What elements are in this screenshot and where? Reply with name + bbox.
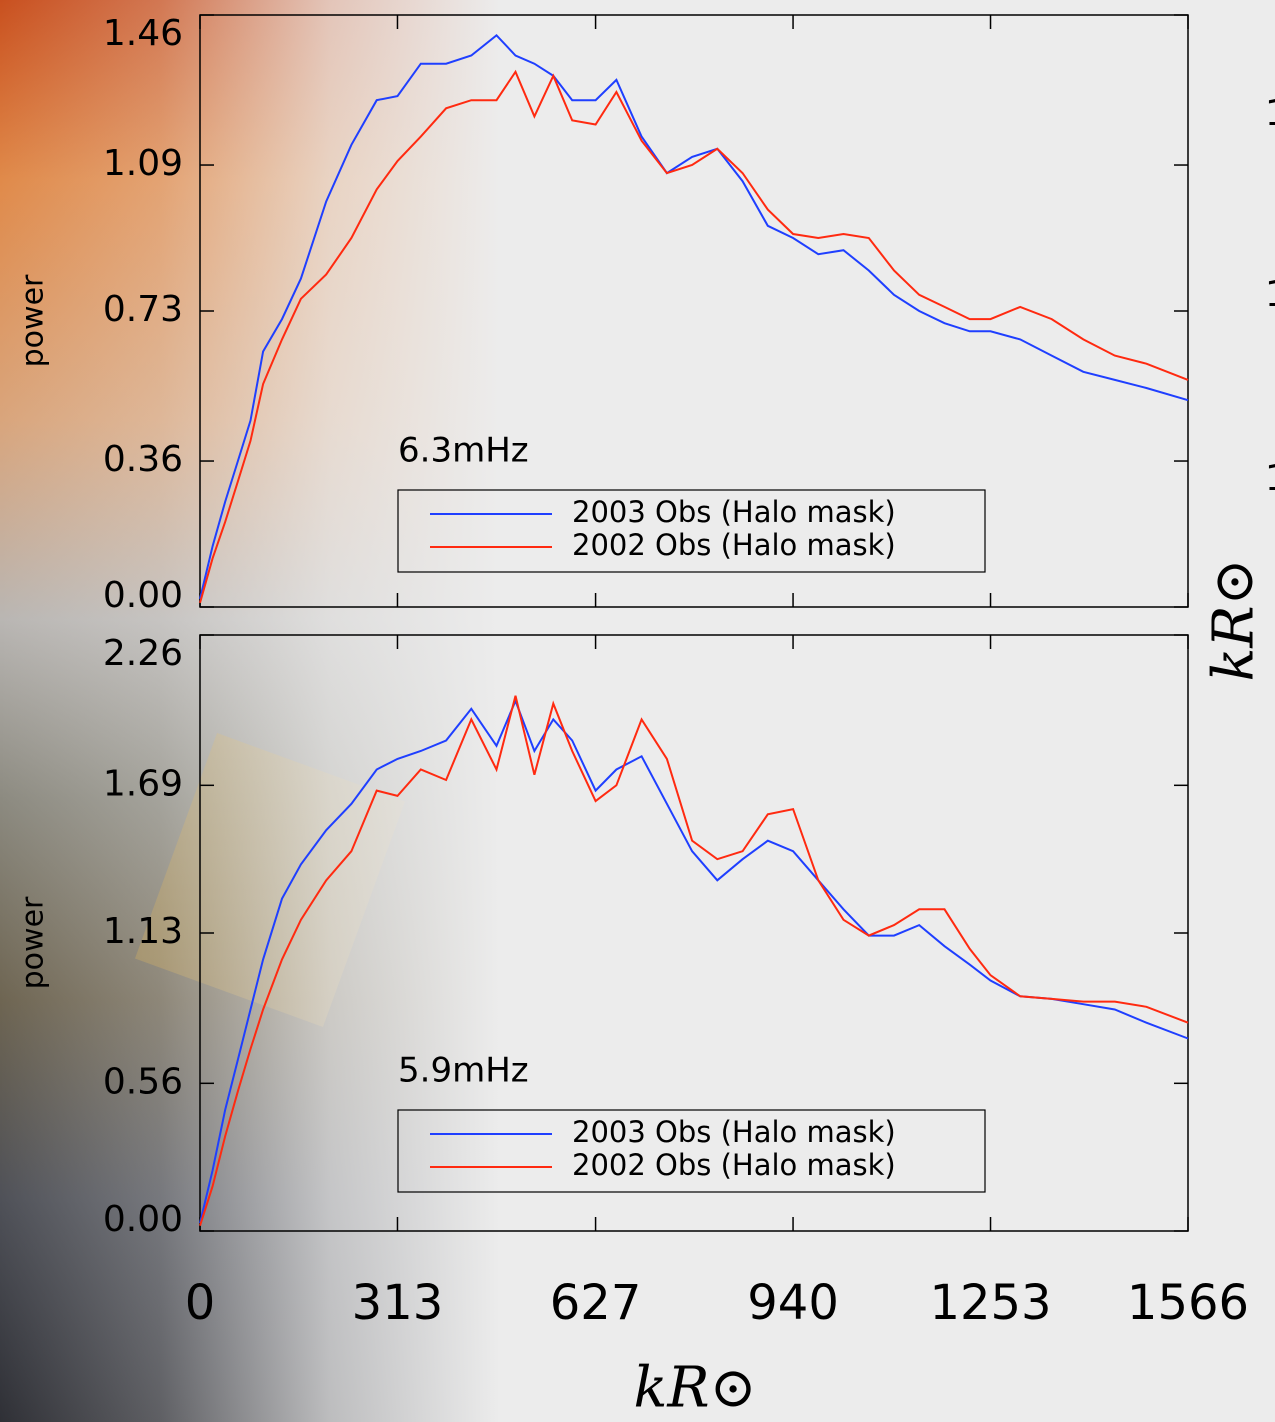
y-tick-label: 0.56 (103, 1061, 183, 1102)
x-tick-label: 1566 (1127, 1275, 1249, 1331)
x-tick-label: 0 (185, 1275, 216, 1331)
data-line (199, 695, 1189, 1227)
partial-tick-label: 1 (1265, 274, 1275, 315)
partial-tick-label: 1 (1265, 93, 1275, 134)
x-tick-label: 1253 (929, 1275, 1051, 1331)
y-tick-label: 1.46 (103, 13, 183, 54)
legend-label: 2003 Obs (Halo mask) (572, 1115, 896, 1149)
data-line (199, 698, 1189, 1224)
x-tick-label: 627 (550, 1275, 642, 1331)
legend-label: 2002 Obs (Halo mask) (572, 528, 896, 562)
y-tick-label: 0.36 (103, 439, 183, 480)
data-line (199, 33, 1189, 600)
y-tick-label: 1.69 (103, 763, 183, 804)
annotation: 5.9mHz (398, 1051, 529, 1091)
legend-label: 2002 Obs (Halo mask) (572, 1148, 896, 1182)
annotation: 6.3mHz (398, 431, 529, 471)
background-fade (0, 0, 520, 1422)
x-tick-label: 940 (747, 1275, 839, 1331)
partial-tick-label: 1 (1265, 458, 1275, 499)
y-tick-label: 1.13 (103, 911, 183, 952)
y-tick-label: 0.00 (103, 575, 183, 616)
legend-label: 2003 Obs (Halo mask) (572, 495, 896, 529)
x-axis-label: kR⊙ (633, 1356, 756, 1421)
y-axis-label: power (16, 896, 51, 989)
y-tick-label: 0.00 (103, 1199, 183, 1240)
y-tick-label: 1.09 (103, 143, 183, 184)
y-tick-label: 2.26 (103, 633, 183, 674)
x-tick-label: 313 (352, 1275, 444, 1331)
partial-axis-label: kR⊙ (1202, 558, 1267, 681)
y-axis-label: power (16, 274, 51, 367)
y-tick-label: 0.73 (103, 289, 183, 330)
data-line (199, 69, 1189, 604)
legend-box (397, 489, 986, 573)
legend-box (397, 1109, 986, 1193)
